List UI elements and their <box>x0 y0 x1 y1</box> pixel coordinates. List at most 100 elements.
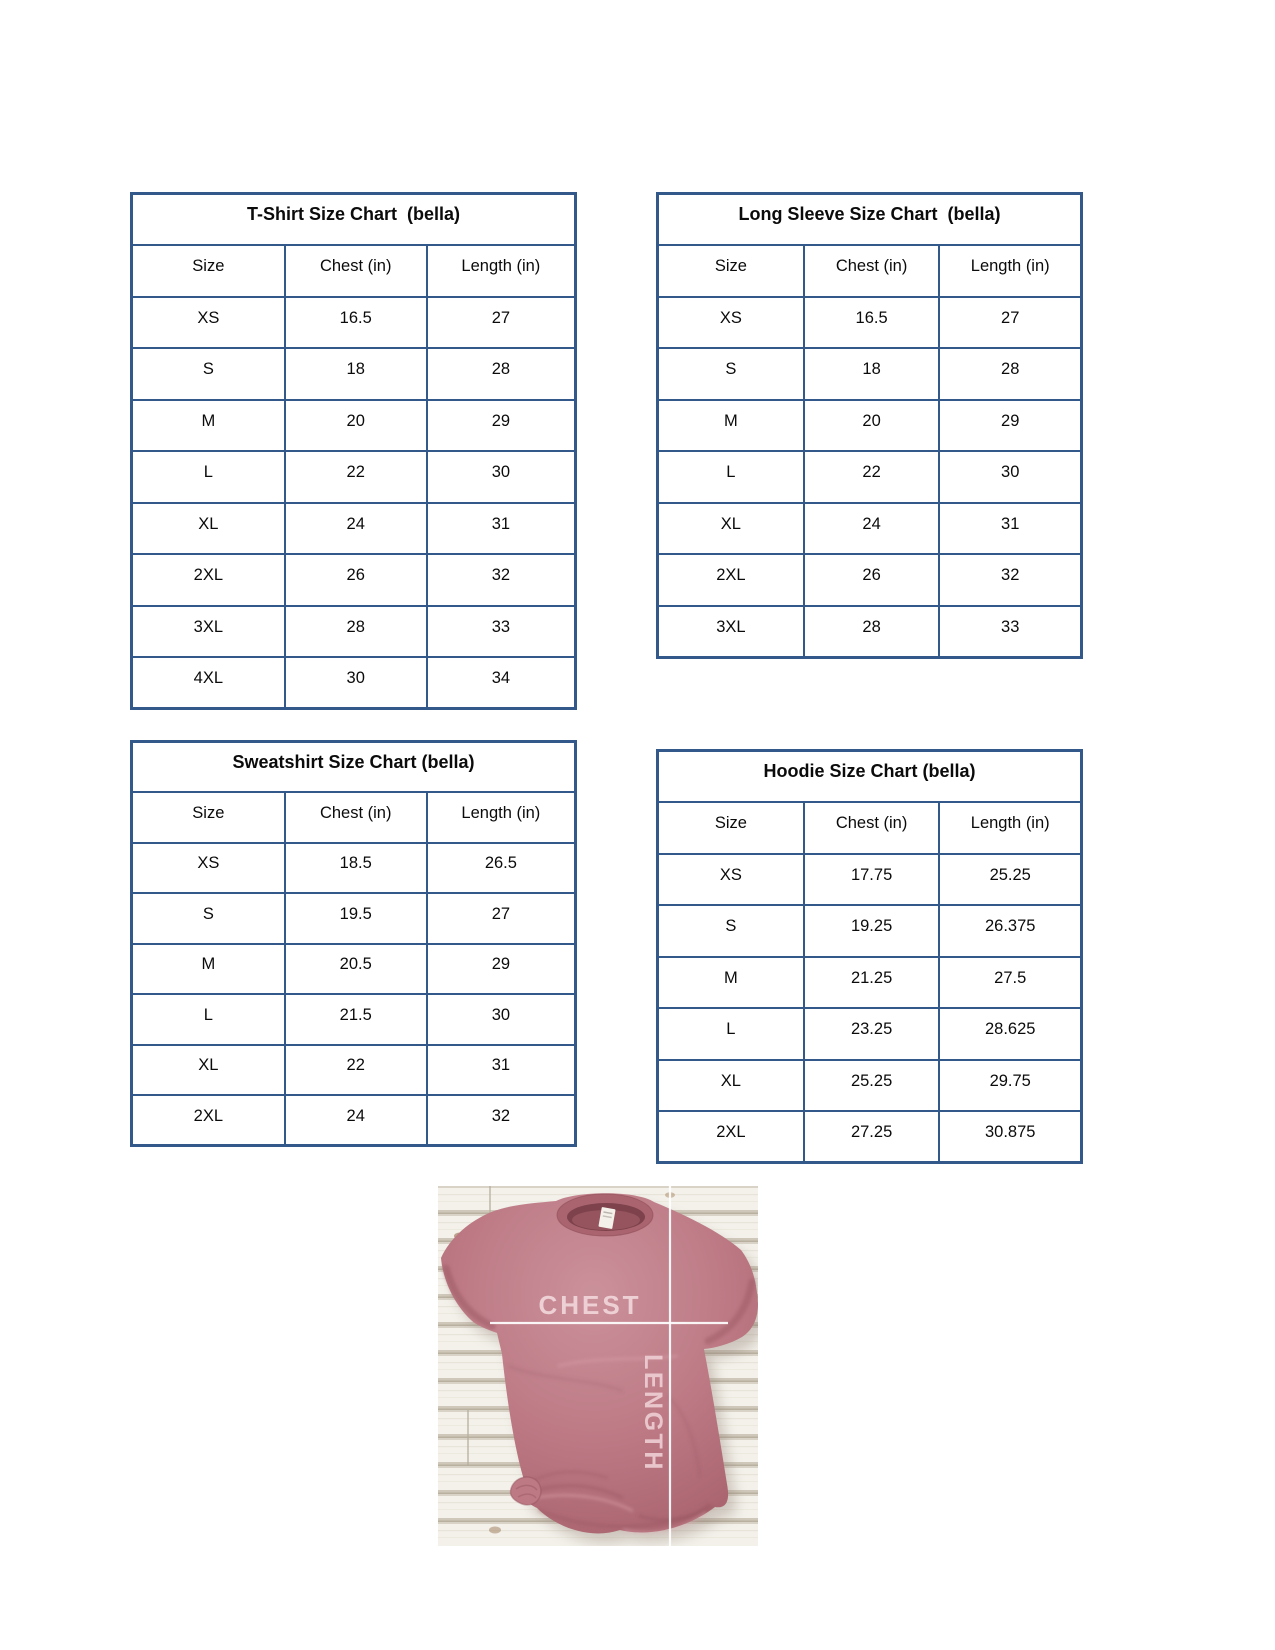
table-title: Sweatshirt Size Chart (bella) <box>130 740 577 793</box>
chest-value-cell: 27.25 <box>802 1110 941 1164</box>
table-row: L 23.25 28.625 <box>656 1007 1083 1061</box>
chest-value-cell: 22 <box>802 450 941 504</box>
table-title-row: Sweatshirt Size Chart (bella) <box>130 740 577 793</box>
chest-value-cell: 21.25 <box>802 955 941 1009</box>
tshirt-graphic <box>441 1193 758 1534</box>
table-row: XL 22 31 <box>130 1043 577 1096</box>
table-row: M 20.5 29 <box>130 942 577 995</box>
length-value-cell: 29 <box>938 398 1083 452</box>
length-value-cell: 30 <box>425 993 577 1046</box>
length-value-cell: 31 <box>425 501 577 555</box>
chest-value-cell: 25.25 <box>802 1058 941 1112</box>
chest-value-cell: 18 <box>283 347 428 401</box>
table-title: Hoodie Size Chart (bella) <box>656 749 1083 803</box>
size-cell: 2XL <box>130 553 286 607</box>
chest-value-cell: 24 <box>802 501 941 555</box>
column-header: Length (in) <box>425 244 577 298</box>
length-value-cell: 29 <box>425 398 577 452</box>
chest-value-cell: 17.75 <box>802 852 941 906</box>
table-title: Long Sleeve Size Chart (bella) <box>656 192 1083 246</box>
column-header: Length (in) <box>938 244 1083 298</box>
size-cell: XS <box>130 295 286 349</box>
sweatshirt-size-chart: Sweatshirt Size Chart (bella) Size Chest (… <box>130 740 577 1147</box>
chest-value-cell: 19.25 <box>802 904 941 958</box>
size-cell: L <box>656 1007 805 1061</box>
table-row: XS 16.5 27 <box>656 295 1083 349</box>
length-value-cell: 27 <box>425 295 577 349</box>
table-row: M 20 29 <box>656 398 1083 452</box>
length-value-cell: 33 <box>938 604 1083 658</box>
length-value-cell: 34 <box>425 656 577 710</box>
table-title: T-Shirt Size Chart (bella) <box>130 192 577 246</box>
chest-value-cell: 20 <box>802 398 941 452</box>
size-cell: XS <box>656 295 805 349</box>
table-row: L 22 30 <box>130 450 577 504</box>
hem-knot <box>509 1476 542 1506</box>
size-cell: L <box>656 450 805 504</box>
table-row: XL 24 31 <box>656 501 1083 555</box>
chest-value-cell: 20.5 <box>283 942 428 995</box>
size-cell: L <box>130 450 286 504</box>
table-row: M 20 29 <box>130 398 577 452</box>
chest-value-cell: 30 <box>283 656 428 710</box>
length-value-cell: 31 <box>425 1043 577 1096</box>
size-cell: 2XL <box>656 553 805 607</box>
length-value-cell: 29.75 <box>938 1058 1083 1112</box>
length-value-cell: 29 <box>425 942 577 995</box>
chest-value-cell: 26 <box>283 553 428 607</box>
table-header-row: Size Chest (in) Length (in) <box>130 791 577 844</box>
chest-value-cell: 21.5 <box>283 993 428 1046</box>
table-title-row: Hoodie Size Chart (bella) <box>656 749 1083 803</box>
table-row: M 21.25 27.5 <box>656 955 1083 1009</box>
table-row: S 19.25 26.375 <box>656 904 1083 958</box>
table-row: XL 25.25 29.75 <box>656 1058 1083 1112</box>
column-header: Chest (in) <box>802 801 941 855</box>
length-value-cell: 28 <box>425 347 577 401</box>
column-header: Length (in) <box>938 801 1083 855</box>
tshirt-measure-graphic: CHEST LENGTH <box>438 1186 758 1546</box>
chest-value-cell: 28 <box>283 604 428 658</box>
table-row: XS 17.75 25.25 <box>656 852 1083 906</box>
table-row: XS 18.5 26.5 <box>130 841 577 894</box>
size-cell: 3XL <box>130 604 286 658</box>
chest-value-cell: 24 <box>283 501 428 555</box>
length-value-cell: 30 <box>938 450 1083 504</box>
table-header-row: Size Chest (in) Length (in) <box>656 244 1083 298</box>
chest-value-cell: 22 <box>283 1043 428 1096</box>
length-value-cell: 32 <box>425 553 577 607</box>
size-cell: XL <box>130 501 286 555</box>
neck-label <box>598 1207 616 1229</box>
size-cell: S <box>130 347 286 401</box>
length-value-cell: 32 <box>425 1094 577 1147</box>
size-cell: 3XL <box>656 604 805 658</box>
table-title-row: Long Sleeve Size Chart (bella) <box>656 192 1083 246</box>
size-cell: 4XL <box>130 656 286 710</box>
table-row: 3XL 28 33 <box>130 604 577 658</box>
size-cell: M <box>656 398 805 452</box>
chest-value-cell: 24 <box>283 1094 428 1147</box>
length-value-cell: 27.5 <box>938 955 1083 1009</box>
table-row: XL 24 31 <box>130 501 577 555</box>
column-header: Size <box>656 244 805 298</box>
table-row: 2XL 24 32 <box>130 1094 577 1147</box>
length-value-cell: 27 <box>425 892 577 945</box>
column-header: Length (in) <box>425 791 577 844</box>
column-header: Chest (in) <box>802 244 941 298</box>
size-cell: M <box>130 942 286 995</box>
length-value-cell: 27 <box>938 295 1083 349</box>
chest-value-cell: 16.5 <box>802 295 941 349</box>
chest-label: CHEST <box>538 1290 641 1320</box>
table-row: L 21.5 30 <box>130 993 577 1046</box>
hoodie-size-chart: Hoodie Size Chart (bella) Size Chest (in) L… <box>656 749 1083 1164</box>
long-sleeve-size-chart: Long Sleeve Size Chart (bella) Size Chest … <box>656 192 1083 659</box>
table-row: S 18 28 <box>656 347 1083 401</box>
table-row: 2XL 27.25 30.875 <box>656 1110 1083 1164</box>
size-cell: 2XL <box>130 1094 286 1147</box>
chest-value-cell: 18 <box>802 347 941 401</box>
chest-value-cell: 16.5 <box>283 295 428 349</box>
column-header: Chest (in) <box>283 244 428 298</box>
length-label: LENGTH <box>639 1354 667 1472</box>
table-row: 3XL 28 33 <box>656 604 1083 658</box>
size-cell: XS <box>130 841 286 894</box>
